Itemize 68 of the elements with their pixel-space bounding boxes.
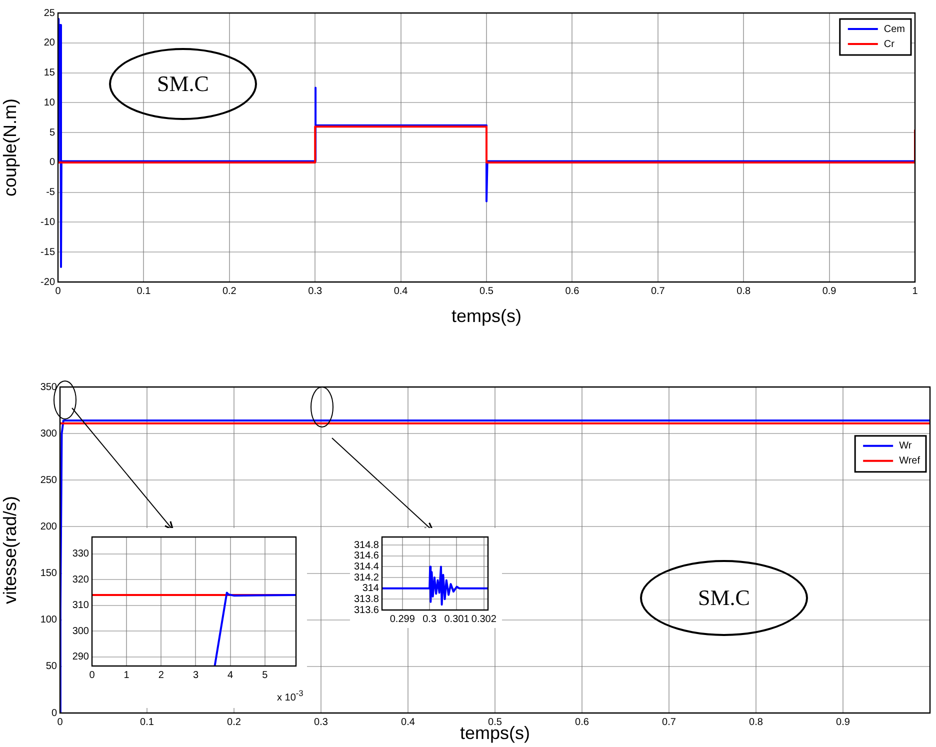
y-tick-label: 25 (44, 8, 56, 19)
y-tick-label: 350 (40, 382, 58, 393)
y-tick-label: 313.6 (354, 604, 380, 616)
x-tick-label: 0.5 (480, 286, 494, 297)
y-tick-label: 310 (72, 600, 90, 612)
y-tick-label: 330 (72, 548, 90, 560)
x-tick-label: 0.5 (488, 716, 502, 728)
x-tick-label: 1 (912, 286, 918, 297)
x-tick-label: 3 (192, 670, 199, 681)
x-tick-label: 0.4 (394, 286, 408, 297)
x-tick-label: 0.3 (314, 716, 328, 728)
legend-label: Wref (899, 456, 920, 467)
x-tick-label: 0.6 (565, 286, 580, 297)
x-tick-label: 0.2 (227, 716, 242, 728)
y-tick-label: 250 (40, 474, 58, 486)
y-tick-label: 314.6 (354, 550, 380, 562)
x-tick-label: 0.8 (736, 286, 751, 297)
x-tick-label: 0.3 (422, 614, 437, 625)
x-tick-label: 4 (228, 670, 234, 681)
x-tick-label: 0.8 (749, 716, 764, 728)
y-tick-label: 15 (44, 68, 56, 79)
x-tick-label: 0.9 (822, 286, 837, 297)
x-tick-label: 1 (124, 670, 130, 681)
annotation: SM.C (640, 560, 808, 636)
x-tick-label: 0.3 (308, 286, 322, 297)
y-tick-label: -15 (40, 246, 56, 258)
x-tick-label: 0.6 (575, 716, 590, 728)
y-tick-label: 300 (40, 428, 58, 440)
y-tick-label: 100 (40, 614, 58, 626)
x-tick-label: 2 (158, 670, 164, 681)
legend-label: Wr (899, 440, 912, 452)
y-tick-label: 314 (362, 583, 380, 594)
x-tick-label: 0.9 (836, 716, 850, 728)
y-tick-label: -20 (40, 276, 56, 288)
annotation: x 10$^{-3}$ (277, 688, 304, 704)
y-tick-label: 20 (44, 38, 56, 49)
legend-label: Cr (884, 38, 896, 50)
y-tick-label: 314.4 (354, 561, 380, 572)
x-tick-label: 0.7 (650, 286, 666, 297)
y-tick-label: 5 (49, 127, 56, 138)
y-tick-label: 150 (40, 568, 58, 580)
x-tick-label: 0.299 (390, 614, 416, 625)
y-axis-title: vitesse(rad/s) (0, 496, 20, 604)
y-tick-label: 320 (72, 574, 90, 586)
y-tick-label: -10 (40, 216, 56, 228)
y-tick-label: 0 (49, 157, 56, 168)
annotation: SM.C (109, 48, 257, 120)
y-tick-label: -5 (46, 187, 56, 198)
y-tick-label: 314.2 (354, 572, 380, 584)
x-axis-title: temps(s) (451, 306, 522, 326)
y-tick-label: 50 (46, 661, 58, 672)
x-tick-label: 0.302 (471, 614, 497, 625)
y-tick-label: 300 (72, 626, 90, 637)
x-tick-label: 0.2 (222, 286, 237, 297)
y-tick-label: 313.8 (354, 594, 380, 605)
x-tick-label: 0.4 (401, 716, 416, 728)
y-tick-label: 200 (40, 521, 58, 532)
y-tick-label: 0 (51, 708, 58, 719)
y-tick-label: 314.8 (354, 540, 380, 551)
y-tick-label: 10 (44, 97, 56, 108)
x-tick-label: 0.1 (140, 716, 154, 728)
y-axis-title: couple(N.m) (0, 98, 20, 197)
legend-label: Cem (884, 24, 906, 35)
x-tick-label: 0.7 (662, 716, 676, 728)
x-tick-label: 0.301 (444, 614, 470, 625)
y-tick-label: 290 (72, 652, 90, 663)
x-tick-label: 0.1 (136, 286, 152, 297)
x-tick-label: 5 (262, 670, 268, 681)
